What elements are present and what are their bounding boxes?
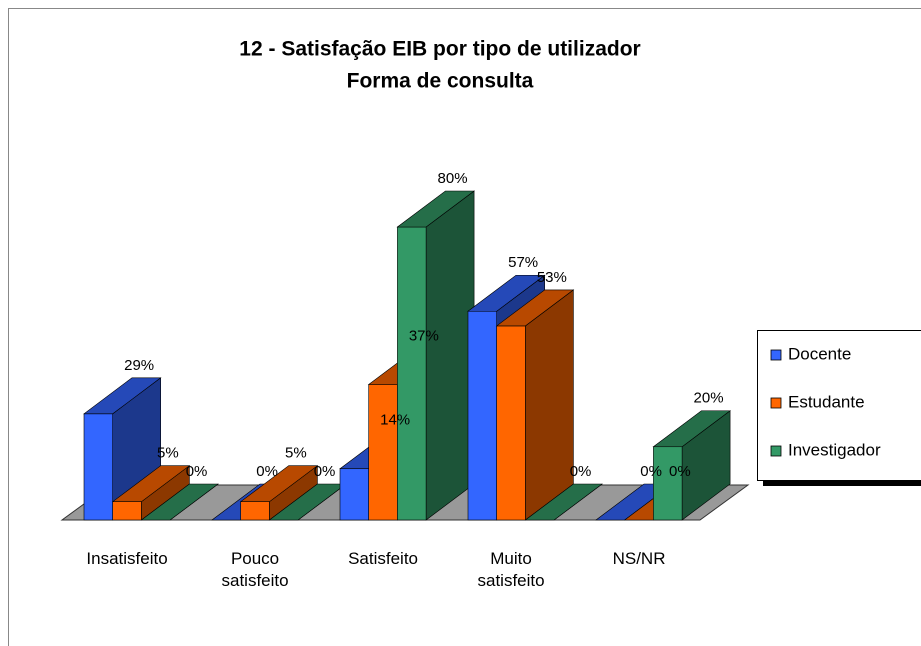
bar-side (525, 289, 574, 521)
chart-title: 12 - Satisfação EIB por tipo de utilizad… (239, 38, 640, 61)
legend-label: Investigador (788, 440, 881, 459)
bar-front (496, 325, 526, 521)
value-label: 0% (256, 463, 278, 480)
value-label: 0% (570, 463, 592, 480)
chart-subtitle: Forma de consulta (347, 70, 534, 93)
value-label: 5% (285, 445, 307, 462)
x-tick-label: Satisfeito (348, 549, 419, 568)
value-label: 0% (314, 463, 336, 480)
legend-swatch (770, 445, 782, 457)
value-label: 29% (124, 357, 154, 374)
x-tick-label: Muito satisfeito (477, 549, 545, 590)
value-label: 0% (186, 463, 208, 480)
x-tick-label: Pouco satisfeito (221, 549, 289, 590)
bar-front (339, 468, 370, 521)
bar-top (652, 410, 731, 448)
value-label: 37% (409, 327, 439, 344)
bar-front (397, 226, 427, 521)
value-label: 53% (537, 269, 567, 286)
value-label: 5% (157, 445, 179, 462)
value-label: 80% (438, 170, 468, 187)
x-tick-label: Insatisfeito (86, 549, 168, 568)
bar-top (495, 289, 575, 327)
bar-front (467, 310, 498, 521)
bar-front (83, 413, 114, 521)
bar-front (368, 384, 398, 521)
bar-top (83, 377, 162, 415)
bar-top (239, 465, 319, 502)
bar-top (111, 465, 191, 502)
bar-front (240, 501, 270, 521)
bar-top (467, 274, 546, 312)
bar-side (425, 190, 475, 521)
x-tick-label: NS/NR (612, 549, 666, 568)
legend-swatch (770, 349, 782, 361)
legend-label: Docente (788, 344, 851, 363)
bar-front (653, 446, 683, 521)
value-label: 57% (508, 254, 538, 271)
legend-swatch (770, 397, 782, 409)
value-label: 14% (380, 412, 410, 429)
bar-front (112, 501, 142, 521)
value-label: 0% (640, 463, 662, 480)
legend-label: Estudante (788, 392, 865, 411)
legend (757, 330, 921, 481)
bar-top (140, 483, 220, 521)
bar-top (524, 483, 603, 521)
bar-top (396, 190, 476, 228)
value-label: 20% (694, 390, 724, 407)
value-label: 0% (669, 463, 691, 480)
